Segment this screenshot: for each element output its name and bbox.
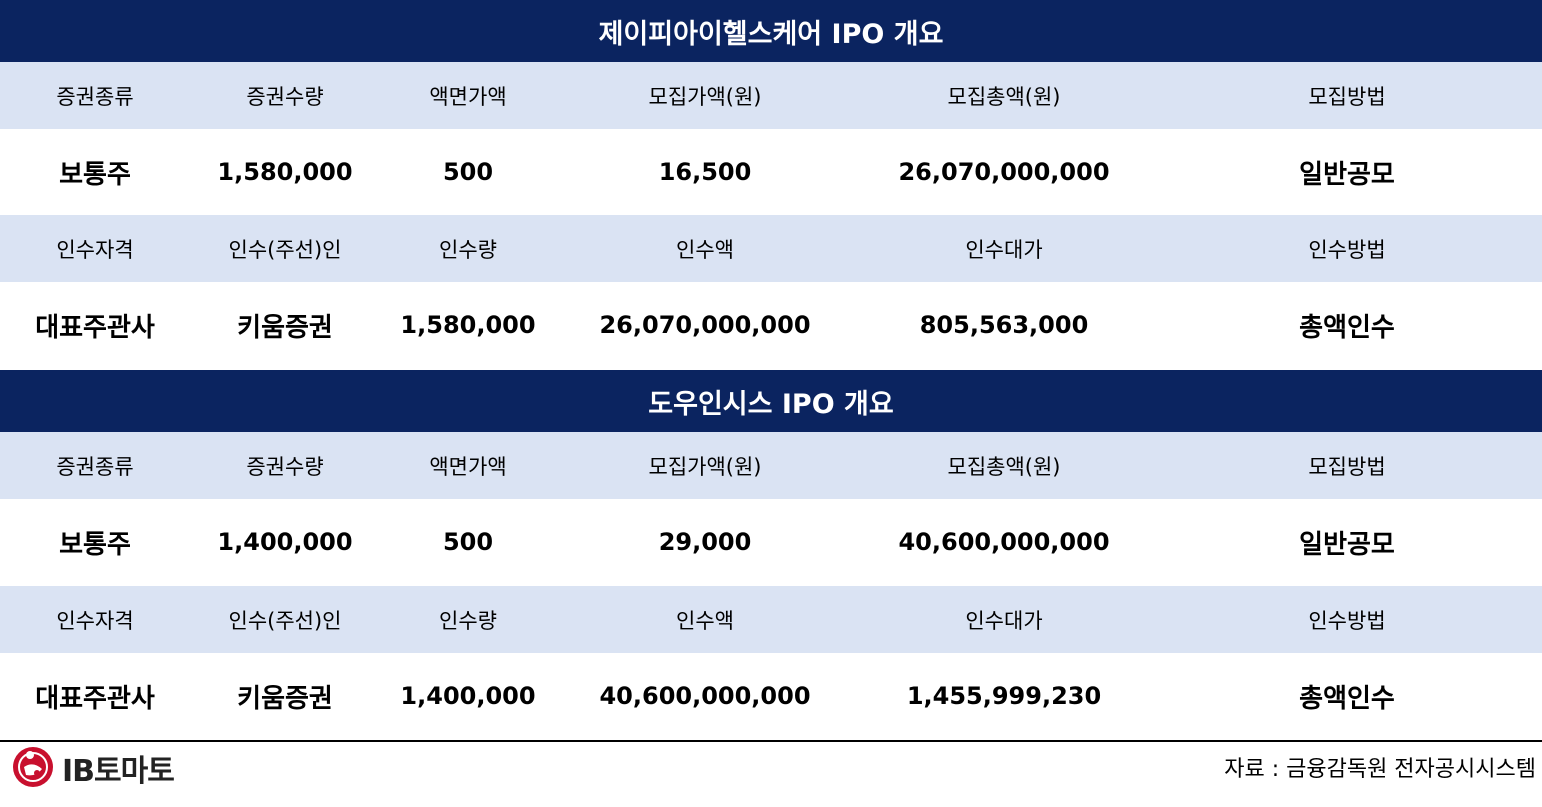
table1-v2-underwrite-qty: 1,580,000 xyxy=(400,311,536,339)
table1-h1-security-count: 증권수량 xyxy=(246,84,324,109)
table2-h1-offer-method: 모집방법 xyxy=(1308,454,1386,479)
table1-v1-offer-price: 16,500 xyxy=(658,158,752,186)
table2-v2-underwriter: 키움증권 xyxy=(237,683,333,714)
table2-h1-par-value: 액면가액 xyxy=(429,454,507,479)
table2-h2-underwrite-amount: 인수액 xyxy=(676,608,734,633)
table2-v1-security-count: 1,400,000 xyxy=(217,528,353,556)
table1-h2-underwrite-method: 인수방법 xyxy=(1308,237,1386,262)
table2-h1-offer-total: 모집총액(원) xyxy=(947,454,1061,479)
table2-v2-underwrite-fee: 1,455,999,230 xyxy=(906,682,1102,710)
table1-v2-underwriter: 키움증권 xyxy=(237,312,333,343)
table1-h1-security-type: 증권종류 xyxy=(56,84,134,109)
table2-v1-offer-price: 29,000 xyxy=(658,528,752,556)
table2-h2-underwriter: 인수(주선)인 xyxy=(228,608,342,633)
table1-value-row-1: 보통주 1,580,000 500 16,500 26,070,000,000 … xyxy=(0,129,1542,215)
table1-v2-underwrite-method: 총액인수 xyxy=(1299,312,1395,343)
table1-v1-offer-method: 일반공모 xyxy=(1299,159,1395,190)
table2-h1-security-type: 증권종류 xyxy=(56,454,134,479)
table2-header-row-1: 증권종류 증권수량 액면가액 모집가액(원) 모집총액(원) 모집방법 xyxy=(0,432,1542,499)
table2-v2-underwrite-qty: 1,400,000 xyxy=(400,682,536,710)
table2-h2-underwrite-qty: 인수량 xyxy=(439,608,497,633)
table1-h1-par-value: 액면가액 xyxy=(429,84,507,109)
table1-h2-underwriter: 인수(주선)인 xyxy=(228,237,342,262)
table1-v1-par-value: 500 xyxy=(442,158,494,186)
table1-h2-underwrite-amount: 인수액 xyxy=(676,237,734,262)
table2-header-row-2: 인수자격 인수(주선)인 인수량 인수액 인수대가 인수방법 xyxy=(0,586,1542,653)
table1-v2-underwrite-fee: 805,563,000 xyxy=(919,311,1089,339)
table2-h1-security-count: 증권수량 xyxy=(246,454,324,479)
table1-h1-offer-total: 모집총액(원) xyxy=(947,84,1061,109)
source-note: 자료 : 금융감독원 전자공시시스템 xyxy=(1224,757,1536,782)
table2-v2-underwrite-method: 총액인수 xyxy=(1299,683,1395,714)
table1-header-row-2: 인수자격 인수(주선)인 인수량 인수액 인수대가 인수방법 xyxy=(0,215,1542,282)
table1-h1-offer-price: 모집가액(원) xyxy=(648,84,762,109)
table2-v1-security-type: 보통주 xyxy=(59,529,131,560)
table2-h2-underwriter-role: 인수자격 xyxy=(56,608,134,633)
logo-text: IB토마토 xyxy=(62,754,175,789)
table1-header-row-1: 증권종류 증권수량 액면가액 모집가액(원) 모집총액(원) 모집방법 xyxy=(0,62,1542,129)
table1-value-row-2: 대표주관사 키움증권 1,580,000 26,070,000,000 805,… xyxy=(0,282,1542,368)
table1-v1-security-type: 보통주 xyxy=(59,159,131,190)
table2-v1-par-value: 500 xyxy=(442,528,494,556)
table2-v2-underwriter-role: 대표주관사 xyxy=(35,683,155,714)
table1-h2-underwrite-qty: 인수량 xyxy=(439,237,497,262)
table2-v1-offer-method: 일반공모 xyxy=(1299,529,1395,560)
table1-v1-security-count: 1,580,000 xyxy=(217,158,353,186)
table2-v2-underwrite-amount: 40,600,000,000 xyxy=(599,682,811,710)
table1-v2-underwrite-amount: 26,070,000,000 xyxy=(599,311,811,339)
table2-h2-underwrite-method: 인수방법 xyxy=(1308,608,1386,633)
footer-divider xyxy=(0,740,1542,742)
table2-h1-offer-price: 모집가액(원) xyxy=(648,454,762,479)
table1-title: 제이피아이헬스케어 IPO 개요 xyxy=(0,0,1542,62)
table1-v1-offer-total: 26,070,000,000 xyxy=(898,158,1110,186)
table2-value-row-2: 대표주관사 키움증권 1,400,000 40,600,000,000 1,45… xyxy=(0,653,1542,739)
table1-h2-underwriter-role: 인수자격 xyxy=(56,237,134,262)
table1-h1-offer-method: 모집방법 xyxy=(1308,84,1386,109)
table1-v2-underwriter-role: 대표주관사 xyxy=(35,312,155,343)
table2-value-row-1: 보통주 1,400,000 500 29,000 40,600,000,000 … xyxy=(0,499,1542,585)
tomato-icon xyxy=(10,743,56,793)
table2-v1-offer-total: 40,600,000,000 xyxy=(898,528,1110,556)
ib-tomato-logo: IB토마토 xyxy=(10,743,175,793)
table2-title: 도우인시스 IPO 개요 xyxy=(0,370,1542,432)
table1-h2-underwrite-fee: 인수대가 xyxy=(965,237,1043,262)
table2-h2-underwrite-fee: 인수대가 xyxy=(965,608,1043,633)
